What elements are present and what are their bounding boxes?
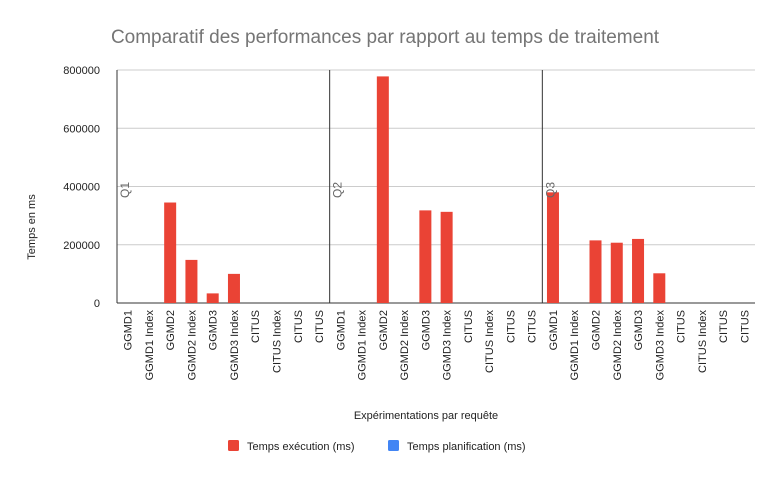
y-axis-ticks: 0 200000 400000 600000 800000 bbox=[63, 65, 100, 310]
x-tick-label: GGMD1 bbox=[123, 310, 135, 350]
x-tick-label: CITUS Index bbox=[697, 310, 709, 373]
bar bbox=[546, 192, 559, 303]
x-tick-label: CITUS bbox=[505, 310, 517, 343]
bar bbox=[227, 273, 240, 303]
bar bbox=[185, 259, 198, 303]
x-tick-label: GGMD3 bbox=[420, 310, 432, 350]
x-tick-label: CITUS bbox=[250, 310, 262, 343]
bar bbox=[206, 293, 219, 303]
x-tick-label: CITUS Index bbox=[484, 310, 496, 373]
x-tick-label: CITUS bbox=[718, 310, 730, 343]
bar bbox=[632, 238, 645, 303]
y-tick-label: 400000 bbox=[63, 182, 100, 194]
bar bbox=[589, 240, 602, 303]
x-tick-label: GGMD1 Index bbox=[144, 310, 156, 381]
bar bbox=[164, 202, 177, 303]
x-tick-label: GGMD3 Index bbox=[654, 310, 666, 381]
group-label: Q1 bbox=[118, 182, 132, 198]
x-tick-label: GGMD3 bbox=[633, 310, 645, 350]
x-tick-label: CITUS bbox=[293, 310, 305, 343]
x-tick-label: CITUS bbox=[527, 310, 539, 343]
x-tick-label: GGMD2 bbox=[378, 310, 390, 350]
x-tick-label: GGMD2 bbox=[165, 310, 177, 350]
legend: Temps exécution (ms) Temps planification … bbox=[228, 440, 526, 453]
group-labels: Q1 Q2 Q3 bbox=[118, 182, 557, 198]
y-tick-label: 600000 bbox=[63, 123, 100, 135]
x-tick-label: GGMD2 Index bbox=[612, 310, 624, 381]
x-tick-label: GGMD1 Index bbox=[357, 310, 369, 381]
x-tick-label: GGMD1 bbox=[548, 310, 560, 350]
x-tick-label: CITUS bbox=[676, 310, 688, 343]
y-tick-label: 0 bbox=[94, 298, 100, 310]
x-tick-label: CITUS bbox=[739, 310, 751, 343]
x-tick-label: CITUS Index bbox=[272, 310, 284, 373]
chart-title: Comparatif des performances par rapport … bbox=[111, 27, 660, 48]
bar bbox=[653, 273, 666, 303]
x-tick-label: GGMD3 Index bbox=[229, 310, 241, 381]
x-tick-label: GGMD2 Index bbox=[186, 310, 198, 381]
grid-lines bbox=[117, 69, 755, 304]
bar bbox=[610, 242, 623, 303]
x-tick-label: GGMD1 bbox=[335, 310, 347, 350]
x-tick-label: GGMD2 bbox=[591, 310, 603, 350]
bar bbox=[376, 76, 389, 303]
bar bbox=[440, 211, 453, 303]
x-axis-title: Expérimentations par requête bbox=[354, 410, 498, 422]
legend-swatch bbox=[388, 440, 399, 451]
x-tick-label: CITUS bbox=[314, 310, 326, 343]
y-tick-label: 200000 bbox=[63, 240, 100, 252]
x-tick-label: CITUS bbox=[463, 310, 475, 343]
x-tick-label: GGMD1 Index bbox=[569, 310, 581, 381]
group-label: Q3 bbox=[543, 182, 557, 198]
y-axis-title: Temps en ms bbox=[26, 194, 38, 260]
legend-swatch bbox=[228, 440, 239, 451]
x-tick-label: GGMD3 bbox=[208, 310, 220, 350]
y-tick-label: 800000 bbox=[63, 65, 100, 77]
bars bbox=[164, 76, 666, 303]
legend-label: Temps exécution (ms) bbox=[247, 441, 355, 453]
x-axis-tick-labels: GGMD1 GGMD1 Index GGMD2 GGMD2 Index GGMD3 GGM… bbox=[123, 310, 752, 381]
x-tick-label: GGMD2 Index bbox=[399, 310, 411, 381]
legend-label: Temps planification (ms) bbox=[407, 441, 526, 453]
group-separators bbox=[116, 70, 543, 303]
x-tick-label: GGMD3 Index bbox=[442, 310, 454, 381]
group-label: Q2 bbox=[331, 182, 345, 198]
bar bbox=[419, 210, 432, 303]
